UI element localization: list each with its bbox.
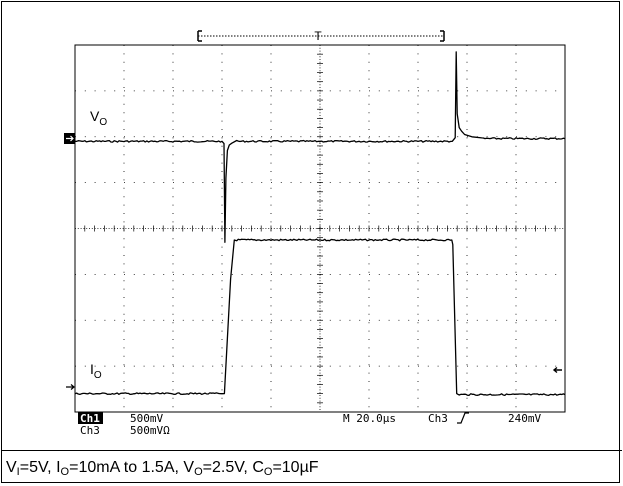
ch3-label: Ch3 xyxy=(80,424,100,437)
graticule xyxy=(74,44,566,413)
oscilloscope-screen: T VO IO Ch1 500mV Ch3 500mVΩ M 20.0µs Ch… xyxy=(64,29,566,437)
ch3-scale: 500mVΩ xyxy=(130,424,170,437)
ch1-scale: 500mV xyxy=(130,412,163,425)
trigger-level-readout: 240mV xyxy=(508,412,541,425)
ch1-readout: Ch1 500mV xyxy=(78,412,163,425)
rising-edge-icon xyxy=(457,412,469,424)
ch1-label-highlight xyxy=(78,412,103,424)
ch3-readout: Ch3 500mVΩ xyxy=(80,424,170,437)
timebase-readout: M 20.0µs xyxy=(343,412,396,425)
trace-vo xyxy=(74,51,566,243)
trigger-position-bracket xyxy=(197,30,445,42)
caption-divider xyxy=(1,450,622,451)
vo-trace-label: VO xyxy=(90,108,107,128)
ch1-label: Ch1 xyxy=(80,412,100,425)
trace-io xyxy=(74,238,566,397)
trigger-source-readout: Ch3 xyxy=(428,412,448,425)
ch1-ground-marker-icon xyxy=(64,133,75,144)
trigger-marker-label: T xyxy=(314,29,322,43)
io-trace-label: IO xyxy=(90,361,102,381)
ch3-ground-marker-icon xyxy=(66,384,75,390)
trigger-level-marker-icon xyxy=(552,366,562,374)
test-conditions-caption: VI=5V, IO=10mA to 1.5A, VO=2.5V, CO=10µF xyxy=(6,459,319,478)
